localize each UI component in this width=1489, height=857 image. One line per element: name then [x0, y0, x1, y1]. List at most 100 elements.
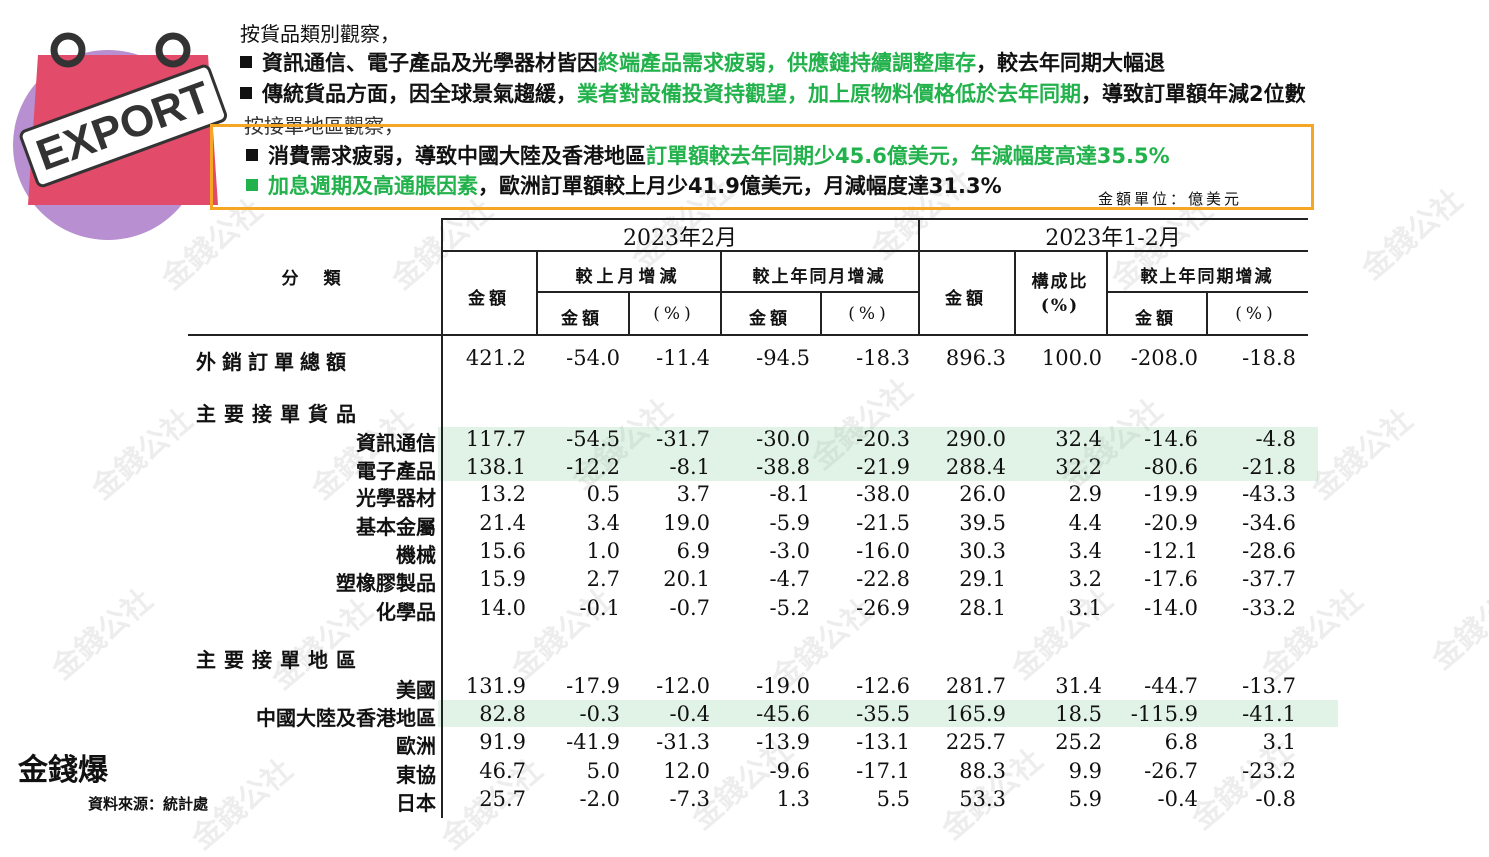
table-cell: -4.8 — [1255, 427, 1297, 451]
header-ytd: 較上年同期增減 — [1140, 267, 1274, 287]
table-cell: 13.2 — [479, 482, 526, 506]
section-goods: 主要接單貨品 — [196, 402, 364, 426]
table-cell: -19.9 — [1144, 482, 1198, 506]
row-label: 歐洲 — [396, 734, 436, 758]
table-cell: -0.1 — [579, 596, 621, 620]
header-mom: 較上月增減 — [575, 267, 681, 287]
table-cell: -17.1 — [856, 759, 910, 783]
table-cell: -17.9 — [566, 674, 620, 698]
table-cell: -208.0 — [1130, 346, 1198, 370]
table-cell: -21.8 — [1242, 455, 1296, 479]
table-cell: -31.3 — [656, 730, 710, 754]
table-cell: -12.0 — [656, 674, 710, 698]
row-label: 日本 — [396, 791, 436, 815]
table-cell: -30.0 — [756, 427, 810, 451]
table-cell: -17.6 — [1144, 567, 1198, 591]
table-cell: 91.9 — [479, 730, 526, 754]
bullet-1-b: 終端產品需求疲弱，供應鏈持續調整庫存 — [598, 51, 976, 75]
table-cell: 19.0 — [663, 511, 710, 535]
band-goods — [438, 427, 1318, 481]
table-cell: -18.8 — [1242, 346, 1296, 370]
table-cell: 2.9 — [1068, 482, 1102, 506]
header-yoy-pct: (%) — [848, 304, 890, 324]
table-cell: -0.8 — [1255, 787, 1297, 811]
watermark-text: 金錢公社 — [45, 582, 160, 687]
table-cell: 32.4 — [1055, 427, 1102, 451]
bullet-4-b: ，歐洲訂單額較上月少41.9億美元，月減幅度達31.3% — [478, 174, 1002, 198]
table-cell: -19.0 — [756, 674, 810, 698]
row-label: 光學器材 — [356, 486, 436, 510]
table-cell: -33.2 — [1242, 596, 1296, 620]
table-cell: 281.7 — [945, 674, 1006, 698]
table-cell: 14.0 — [479, 596, 526, 620]
table-cell: -21.5 — [856, 511, 910, 535]
table-cell: 88.3 — [959, 759, 1006, 783]
table-cell: -13.7 — [1242, 674, 1296, 698]
header-period2: 2023年1-2月 — [1045, 226, 1181, 251]
export-orders-table: 分 類 2023年2月 2023年1-2月 金額 較上月增減 較上年同月增減 金… — [188, 214, 1338, 824]
table-cell: 100.0 — [1041, 346, 1102, 370]
table-cell: -44.7 — [1144, 674, 1198, 698]
bullet-1: 資訊通信、電子產品及光學器材皆因終端產品需求疲弱，供應鏈持續調整庫存，較去年同期… — [240, 47, 1165, 77]
bullet-3-b: 訂單額較去年同期少45.6億美元，年減幅度高達35.5% — [646, 144, 1170, 168]
table-cell: -2.0 — [579, 787, 621, 811]
table-cell: -41.1 — [1242, 702, 1296, 726]
table-cell: 32.2 — [1055, 455, 1102, 479]
table-cell: 26.0 — [959, 482, 1006, 506]
row-label: 塑橡膠製品 — [336, 571, 436, 595]
table-cell: -28.6 — [1242, 539, 1296, 563]
bullet-4: 加息週期及高通脹因素，歐洲訂單額較上月少41.9億美元，月減幅度達31.3% — [246, 170, 1002, 200]
goods-heading: 按貨品類別觀察， — [240, 22, 400, 46]
table-cell: -14.0 — [1144, 596, 1198, 620]
table-cell: 1.0 — [586, 539, 620, 563]
table-cell: -21.9 — [856, 455, 910, 479]
table-cell: 15.6 — [479, 539, 526, 563]
table-cell: -12.6 — [856, 674, 910, 698]
header-period1: 2023年2月 — [623, 226, 737, 251]
table-cell: -94.5 — [756, 346, 810, 370]
table-cell: -3.0 — [769, 539, 811, 563]
row-label: 美國 — [396, 678, 436, 702]
table-cell: 165.9 — [945, 702, 1006, 726]
table-cell: 131.9 — [465, 674, 526, 698]
bullet-4-a: 加息週期及高通脹因素 — [268, 174, 478, 198]
table-cell: 290.0 — [945, 427, 1006, 451]
table-cell: 5.5 — [876, 787, 910, 811]
table-cell: -16.0 — [856, 539, 910, 563]
table-cell: -54.0 — [566, 346, 620, 370]
row-label: 外銷訂單總額 — [196, 350, 352, 374]
table-cell: -23.2 — [1242, 759, 1296, 783]
table-cell: 12.0 — [663, 759, 710, 783]
header-mom-amount: 金額 — [561, 309, 603, 329]
table-cell: -0.4 — [1157, 787, 1199, 811]
table-cell: 896.3 — [945, 346, 1006, 370]
header-mom-pct: (%) — [653, 304, 695, 324]
row-label: 資訊通信 — [356, 431, 436, 455]
band-china — [438, 700, 1338, 727]
table-cell: -20.3 — [856, 427, 910, 451]
bullet-2-c: ，導致訂單額年減2位數 — [1081, 82, 1306, 106]
table-cell: -14.6 — [1144, 427, 1198, 451]
watermark-text: 金錢公社 — [85, 402, 200, 507]
table-cell: -22.8 — [856, 567, 910, 591]
table-cell: -43.3 — [1242, 482, 1296, 506]
table-cell: 6.8 — [1164, 730, 1198, 754]
table-cell: 15.9 — [479, 567, 526, 591]
bullet-1-c: ，較去年同期大幅退 — [976, 51, 1165, 75]
table-cell: 6.9 — [676, 539, 710, 563]
table-cell: 29.1 — [959, 567, 1006, 591]
table-cell: -7.3 — [669, 787, 711, 811]
header-ytd-pct: (%) — [1235, 304, 1277, 324]
table-cell: 5.0 — [586, 759, 620, 783]
table-cell: 20.1 — [663, 567, 710, 591]
table-cell: 25.2 — [1055, 730, 1102, 754]
table-cell: -54.5 — [566, 427, 620, 451]
export-logo: EXPORT — [13, 32, 228, 240]
table-cell: 225.7 — [945, 730, 1006, 754]
header-yoy: 較上年同月增減 — [752, 267, 886, 287]
table-cell: -80.6 — [1144, 455, 1198, 479]
table-cell: -5.2 — [769, 596, 811, 620]
table-cell: -26.9 — [856, 596, 910, 620]
table-cell: 421.2 — [465, 346, 526, 370]
table-cell: 3.1 — [1068, 596, 1102, 620]
